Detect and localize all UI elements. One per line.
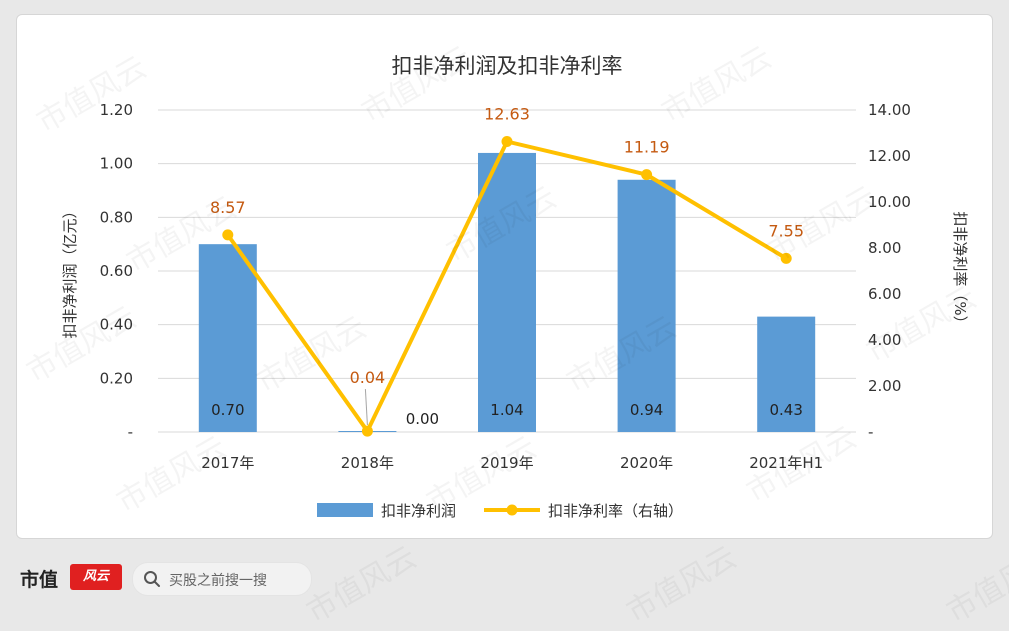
line-data-label: 12.63 (484, 105, 530, 124)
line-data-label: 8.57 (210, 198, 246, 217)
bar-data-label: 1.04 (490, 401, 523, 419)
bar (198, 244, 257, 432)
x-tick-label: 2019年 (480, 454, 533, 472)
y-right-tick-label: 12.00 (868, 147, 911, 165)
legend-swatch-marker (506, 504, 518, 516)
y-right-axis-label: 扣非净利率（%） (951, 211, 969, 330)
y-left-tick-label: 1.20 (100, 101, 133, 119)
label-leader-line (364, 389, 368, 426)
x-tick-label: 2020年 (620, 454, 673, 472)
line-data-label: 7.55 (768, 221, 804, 240)
y-right-tick-label: 14.00 (868, 101, 911, 119)
y-left-axis-label: 扣非净利润（亿元） (61, 203, 79, 338)
search-placeholder: 买股之前搜一搜 (169, 573, 267, 589)
bar-data-label: 0.00 (406, 410, 439, 428)
search-box[interactable]: 买股之前搜一搜 (132, 562, 312, 596)
y-left-tick-label: 1.00 (100, 155, 133, 173)
y-left-tick-label: 0.20 (100, 369, 133, 387)
legend-label-line: 扣非净利率（右轴） (548, 502, 683, 520)
y-left-tick-label: 0.80 (100, 208, 133, 226)
bar (757, 316, 816, 432)
chart: 扣非净利润及扣非净利率 - 0.20 0.40 0.60 0.80 1.00 1.20 - 2.0… (61, 54, 969, 520)
search-icon (144, 571, 160, 587)
legend-label-bar: 扣非净利润 (381, 502, 456, 520)
y-right-tick-label: 2.00 (868, 377, 901, 395)
y-right-tick-label: - (868, 423, 873, 441)
footer: 市值 风云 买股之前搜一搜 (0, 540, 1009, 610)
line-data-label: 0.04 (350, 368, 386, 387)
brand-logo-text: 市值 (20, 569, 59, 591)
y-right-tick-label: 6.00 (868, 285, 901, 303)
line-point (222, 229, 234, 241)
bar (478, 152, 536, 432)
line-point (361, 425, 373, 437)
line-point (501, 136, 513, 148)
y-right-tick-label: 4.00 (868, 331, 901, 349)
chart-card: 扣非净利润及扣非净利率 - 0.20 0.40 0.60 0.80 1.00 1.20 - 2.0… (16, 14, 993, 539)
x-tick-label: 2021年H1 (749, 454, 823, 472)
y-left-tick-label: 0.40 (100, 316, 133, 334)
bar-data-label: 0.43 (769, 401, 802, 419)
brand-logo-mark: 风云 (70, 564, 122, 590)
y-left-tick-label: - (128, 423, 133, 441)
line-point (780, 252, 792, 264)
line-data-label: 11.19 (624, 138, 670, 157)
y-left-tick-label: 0.60 (100, 262, 133, 280)
chart-title: 扣非净利润及扣非净利率 (392, 54, 623, 78)
bar-data-label: 0.70 (211, 401, 244, 419)
line-point (641, 169, 653, 181)
x-tick-label: 2018年 (341, 454, 394, 472)
bar (617, 179, 676, 432)
y-right-tick-label: 8.00 (868, 239, 901, 257)
bar-data-label: 0.94 (630, 401, 663, 419)
y-right-tick-label: 10.00 (868, 193, 911, 211)
x-tick-label: 2017年 (201, 454, 254, 472)
legend-swatch-bar (317, 503, 373, 517)
